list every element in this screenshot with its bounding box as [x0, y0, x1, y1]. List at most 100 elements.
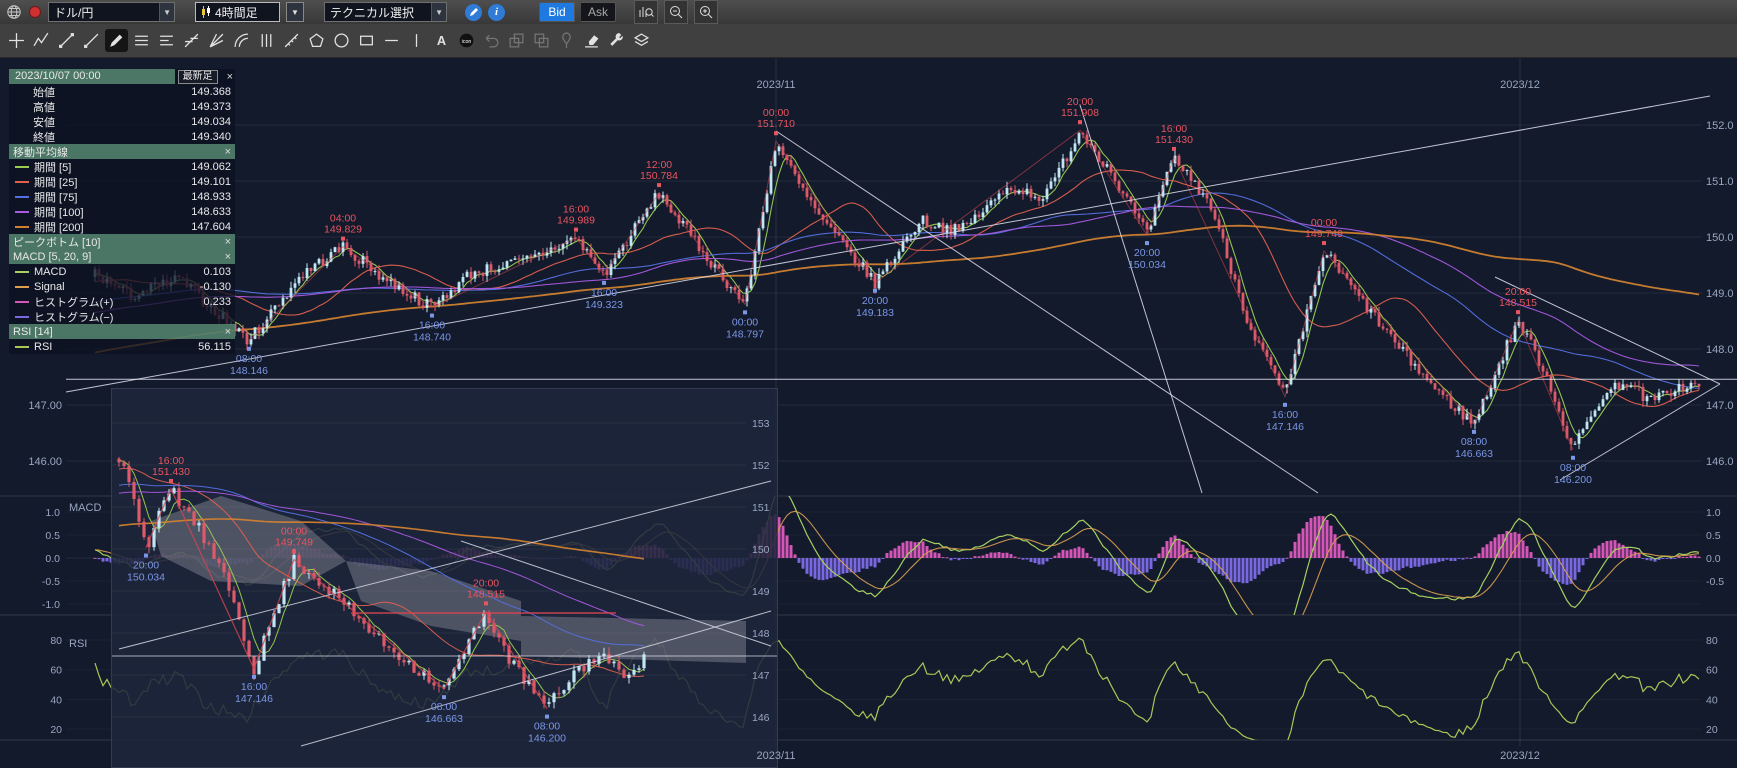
- ray-icon: [83, 32, 100, 49]
- svg-text:147.146: 147.146: [1266, 421, 1304, 433]
- svg-text:20: 20: [1706, 724, 1718, 736]
- svg-text:2023/12: 2023/12: [1500, 79, 1540, 91]
- zigzag-tool[interactable]: [30, 29, 53, 52]
- technical-select-value: テクニカル選択: [330, 5, 415, 20]
- zoom-in-button[interactable]: [694, 0, 718, 24]
- info-button[interactable]: i: [488, 3, 505, 21]
- pair-select[interactable]: ドル/円 ▼: [48, 2, 175, 22]
- legend-row: ヒストグラム(+) 0.233: [9, 294, 235, 309]
- svg-text:149.749: 149.749: [275, 537, 313, 549]
- eraser-tool[interactable]: [580, 29, 603, 52]
- svg-text:148.797: 148.797: [726, 328, 764, 340]
- zoom-in-icon: [698, 4, 714, 20]
- draw-edit-button[interactable]: [465, 3, 482, 21]
- timeframe-dropdown-button[interactable]: ▼: [286, 2, 304, 22]
- svg-text:0.0: 0.0: [1706, 553, 1721, 565]
- layers-tool[interactable]: [630, 29, 653, 52]
- fibonacci-fan-tool[interactable]: [205, 29, 228, 52]
- svg-text:80: 80: [1706, 635, 1718, 647]
- zoom-inset-window[interactable]: 153 152 151 150 149 148 147 146 16:00 151.430 00:0…: [111, 388, 778, 768]
- inset-chart[interactable]: 153 152 151 150 149 148 147 146 16:00 151.430 00:0…: [112, 389, 777, 768]
- chart-zoom-reset-button[interactable]: [634, 0, 658, 24]
- svg-text:12:00: 12:00: [646, 159, 672, 171]
- latest-bar-button[interactable]: 最新足: [177, 69, 218, 84]
- legend-row: Signal -0.130: [9, 279, 235, 294]
- bring-to-front-tool: [505, 29, 528, 52]
- svg-text:20:00: 20:00: [473, 577, 499, 589]
- crosshair-icon: [8, 32, 25, 49]
- svg-text:04:00: 04:00: [330, 213, 356, 225]
- fibonacci-arc-tool[interactable]: [230, 29, 253, 52]
- vlines-icon: [258, 32, 275, 49]
- legend-row: RSI 56.115: [9, 339, 235, 354]
- svg-text:147.0: 147.0: [1706, 400, 1734, 412]
- svg-text:149.323: 149.323: [585, 299, 623, 311]
- close-icon[interactable]: ×: [226, 70, 233, 83]
- svg-text:1.0: 1.0: [45, 507, 60, 519]
- arcs-icon: [233, 32, 250, 49]
- svg-text:0.5: 0.5: [1706, 530, 1721, 542]
- svg-text:A: A: [437, 33, 446, 48]
- svg-text:60: 60: [50, 665, 62, 677]
- line-swatch: [15, 270, 29, 273]
- fibonacci-timezone-tool[interactable]: [255, 29, 278, 52]
- svg-text:20:00: 20:00: [862, 295, 888, 307]
- close-icon[interactable]: ×: [224, 250, 231, 263]
- close-icon[interactable]: ×: [224, 325, 231, 338]
- svg-text:40: 40: [50, 694, 62, 706]
- crosshair-tool[interactable]: [5, 29, 28, 52]
- legend-section-header: 移動平均線 ×: [9, 144, 235, 159]
- svg-text:40: 40: [1706, 694, 1718, 706]
- zoom-out-icon: [668, 4, 684, 20]
- technical-select[interactable]: テクニカル選択 ▼: [324, 2, 447, 22]
- bid-button[interactable]: Bid: [539, 2, 575, 22]
- horizontal-line-tool[interactable]: [380, 29, 403, 52]
- line-swatch: [15, 345, 29, 348]
- stamp-icon: icon: [458, 32, 475, 49]
- ask-button[interactable]: Ask: [581, 2, 616, 22]
- svg-text:152.0: 152.0: [1706, 120, 1734, 132]
- svg-text:151.0: 151.0: [1706, 176, 1734, 188]
- vline-icon: [408, 32, 425, 49]
- legend-section-header: MACD [5, 20, 9] ×: [9, 249, 235, 264]
- fibonacci-retracement-tool[interactable]: [180, 29, 203, 52]
- pentagon-tool[interactable]: [305, 29, 328, 52]
- svg-text:-0.5: -0.5: [42, 576, 60, 588]
- horizontal-lines-tool[interactable]: [130, 29, 153, 52]
- svg-text:146: 146: [752, 712, 770, 724]
- parallel-lines-tool[interactable]: [155, 29, 178, 52]
- vertical-line-tool[interactable]: [405, 29, 428, 52]
- svg-text:00:00: 00:00: [763, 107, 789, 119]
- ray-tool[interactable]: [80, 29, 103, 52]
- trendline-tool[interactable]: [55, 29, 78, 52]
- zoom-out-button[interactable]: [664, 0, 688, 24]
- close-icon[interactable]: ×: [224, 235, 231, 248]
- globe-icon: [6, 4, 22, 20]
- circle-icon: [333, 32, 350, 49]
- close-icon[interactable]: ×: [224, 145, 231, 158]
- freehand-pencil-tool[interactable]: [105, 29, 128, 52]
- hlines-icon: [133, 32, 150, 49]
- svg-text:152: 152: [752, 460, 770, 472]
- svg-text:20: 20: [50, 724, 62, 736]
- icon-stamp-tool[interactable]: icon: [455, 29, 478, 52]
- svg-text:151.430: 151.430: [1155, 134, 1193, 146]
- legend-row: 期間 [100] 148.633: [9, 204, 235, 219]
- pencil-icon: [469, 7, 479, 17]
- text-tool[interactable]: A: [430, 29, 453, 52]
- line-swatch: [15, 315, 29, 318]
- svg-text:146.00: 146.00: [28, 456, 62, 468]
- rectangle-tool[interactable]: [355, 29, 378, 52]
- svg-text:146.200: 146.200: [528, 733, 566, 745]
- ellipse-tool[interactable]: [330, 29, 353, 52]
- svg-text:148.515: 148.515: [467, 588, 505, 600]
- drawing-settings-tool[interactable]: [605, 29, 628, 52]
- gann-angle-tool[interactable]: [280, 29, 303, 52]
- svg-text:08:00: 08:00: [1461, 436, 1487, 448]
- timeframe-select[interactable]: 4時間足: [195, 2, 280, 22]
- timeframe-select-value: 4時間足: [215, 5, 258, 20]
- svg-text:148.515: 148.515: [1499, 297, 1537, 309]
